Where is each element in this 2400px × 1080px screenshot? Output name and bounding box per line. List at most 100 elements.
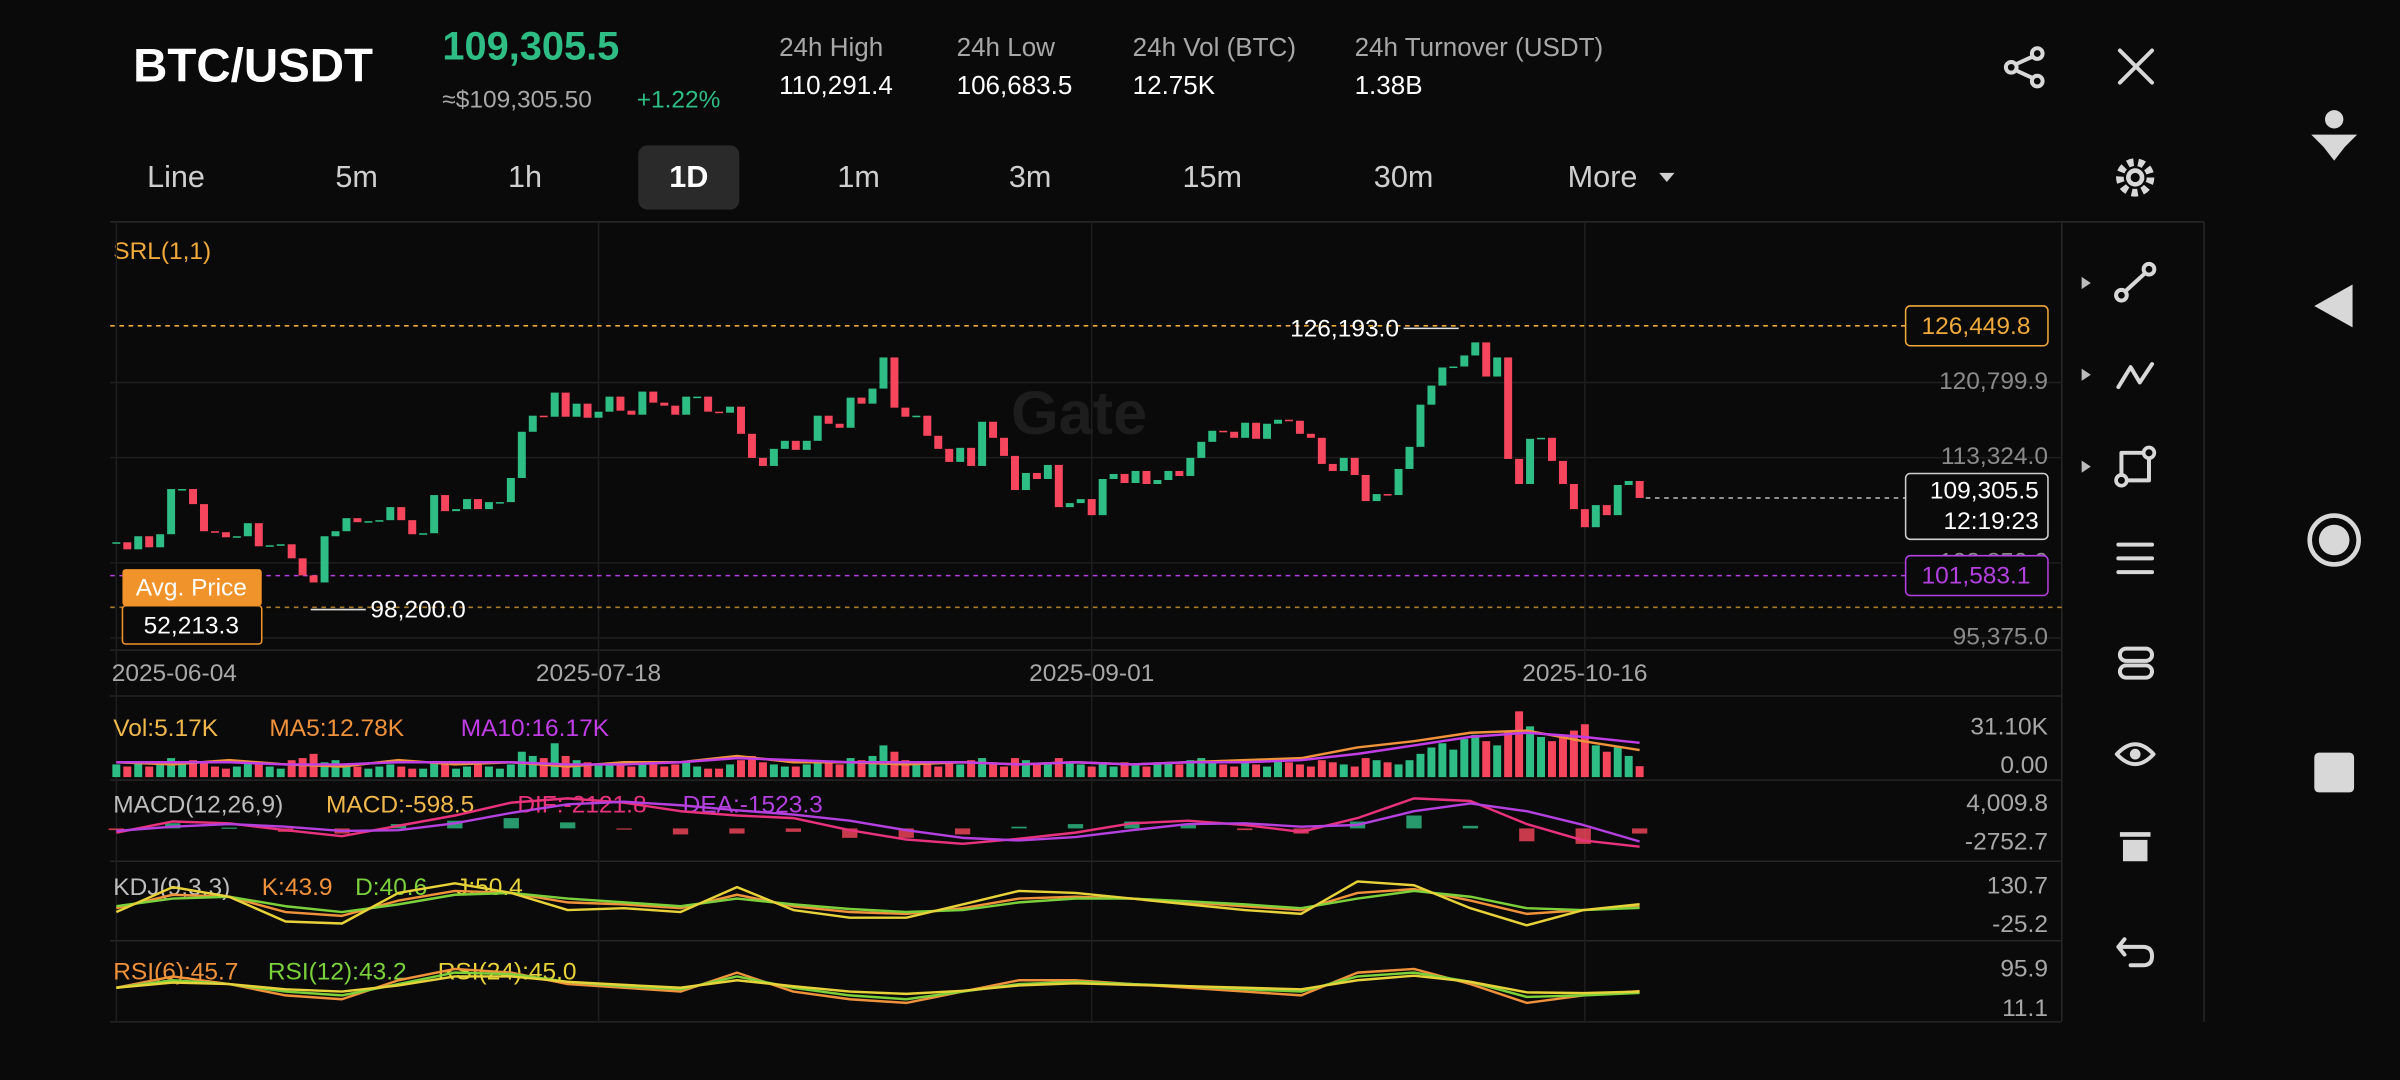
change: +1.22%: [637, 86, 721, 113]
stat-label: 24h Turnover (USDT): [1355, 32, 1604, 62]
candle: [452, 509, 461, 512]
indicator-bar: [298, 758, 307, 778]
indicator-legend: MA10:16.17K: [461, 715, 610, 742]
indicator-bar: [1602, 751, 1611, 778]
indicator-bar: [726, 764, 735, 778]
y-tick-label: 11.1: [2002, 995, 2048, 1022]
interval-tab[interactable]: More: [1568, 160, 1638, 194]
price-line-box: [1904, 305, 2049, 347]
home-button[interactable]: [2307, 513, 2361, 567]
candle: [1548, 437, 1556, 461]
interval-tab[interactable]: 30m: [1374, 160, 1434, 194]
interval-tab[interactable]: 3m: [1009, 160, 1052, 194]
indicator-bar: [1350, 766, 1359, 778]
candle: [1591, 505, 1600, 528]
candle: [660, 402, 669, 406]
indicator-bar: [1361, 758, 1370, 778]
template-tool[interactable]: [2117, 646, 2155, 680]
indicator-bar: [1219, 764, 1228, 778]
candle: [1493, 357, 1502, 377]
candle: [145, 536, 154, 548]
candle: [747, 433, 756, 458]
candle: [1383, 494, 1392, 496]
shape-tool[interactable]: [2114, 445, 2157, 488]
price-line-box: [1904, 554, 2049, 597]
indicator-bar: [364, 768, 373, 778]
close-button[interactable]: [2117, 48, 2155, 85]
y-tick-label: 4,009.8: [1966, 790, 2048, 817]
candle: [671, 405, 680, 415]
fib-tool[interactable]: [2116, 362, 2155, 390]
candle: [134, 536, 143, 550]
candle: [704, 396, 713, 412]
indicator-bar: [484, 766, 493, 778]
back-button[interactable]: [2314, 284, 2353, 328]
delete-tool[interactable]: [2119, 832, 2151, 862]
candle: [868, 388, 877, 404]
y-tick-label: 130.7: [1987, 873, 2048, 900]
y-tick-label: 120,799.9: [1939, 368, 2048, 395]
indicator-bar: [1284, 762, 1293, 778]
candle: [254, 523, 263, 547]
interval-tab[interactable]: Line: [147, 160, 205, 194]
interval-tab[interactable]: 1h: [508, 160, 542, 194]
indicator-bar: [1131, 764, 1140, 778]
stat-value: 1.38B: [1355, 70, 1423, 100]
indicator-bar: [1021, 760, 1030, 778]
active-tab-bg: [638, 145, 740, 210]
indicator-bar: [1515, 711, 1524, 778]
accessibility-button[interactable]: [2311, 110, 2358, 161]
undo-tool[interactable]: [2116, 937, 2155, 968]
interval-tab[interactable]: 15m: [1182, 160, 1242, 194]
indicator-legend: Vol:5.17K: [113, 715, 218, 742]
indicator-bar: [1339, 764, 1348, 778]
candle: [528, 415, 537, 432]
candle: [287, 544, 296, 559]
indicator-bar: [1109, 766, 1118, 778]
candle: [835, 423, 844, 428]
candle: [1284, 419, 1293, 422]
indicator-bar: [452, 768, 461, 778]
recents-button[interactable]: [2314, 752, 2355, 793]
settings-button[interactable]: [2116, 158, 2155, 197]
indicator-bar: [539, 758, 548, 778]
interval-tab[interactable]: 5m: [335, 160, 378, 194]
candle: [1339, 457, 1348, 471]
candle: [649, 391, 658, 403]
visibility-tool[interactable]: [2114, 742, 2156, 767]
indicator-bar: [842, 828, 858, 838]
indicator-bar: [1438, 743, 1447, 778]
candle: [474, 499, 482, 510]
candle: [1164, 470, 1173, 480]
interval-tab[interactable]: 1m: [837, 160, 880, 194]
candle: [1120, 473, 1129, 484]
candle: [1087, 499, 1096, 516]
candle: [178, 489, 187, 491]
x-tick-label: 2025-10-16: [1522, 660, 1647, 687]
candle: [1416, 404, 1425, 447]
interval-tab[interactable]: 1D: [669, 160, 708, 194]
candle: [1635, 480, 1644, 499]
candle: [737, 406, 745, 434]
indicator-tool[interactable]: [2116, 542, 2155, 575]
pair: BTC/USDT: [133, 39, 373, 92]
candle: [221, 532, 230, 538]
indicator-bar: [112, 764, 121, 778]
stat-value: 106,683.5: [957, 70, 1073, 100]
indicator-bar: [200, 762, 208, 778]
share-button[interactable]: [2003, 46, 2045, 89]
candle: [210, 531, 219, 533]
candle: [879, 357, 888, 389]
indicator-bar: [583, 762, 592, 778]
indicator-line: [116, 731, 1640, 766]
indicator-legend: MACD(12,26,9): [113, 792, 283, 819]
indicator-bar: [737, 760, 745, 778]
candle: [298, 558, 307, 576]
trend-line-tool[interactable]: [2114, 261, 2157, 303]
candle: [1460, 355, 1469, 367]
indicator-bar: [1263, 766, 1272, 778]
indicator-bar: [1613, 747, 1622, 778]
system-nav: [2307, 110, 2361, 793]
indicator-bar: [967, 760, 976, 778]
